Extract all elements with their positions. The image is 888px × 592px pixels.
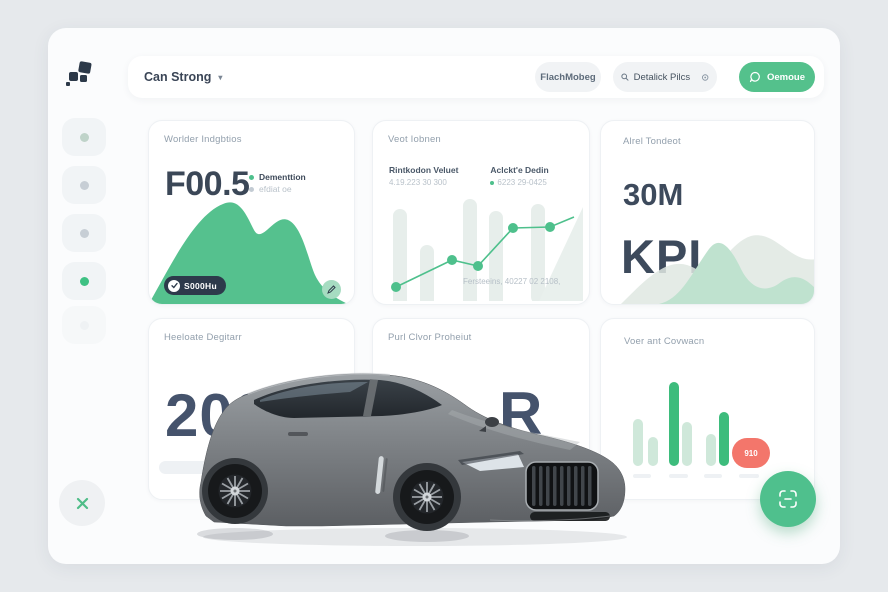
line-point [545, 222, 555, 232]
bar [682, 422, 692, 466]
pen-icon [327, 285, 336, 294]
bar-chart [601, 319, 814, 499]
search-box[interactable] [613, 62, 717, 92]
line-point [473, 261, 483, 271]
stat-label: Aclckt'e Dedin [490, 165, 549, 175]
legend-label: Dementtion [259, 172, 306, 182]
stat-value-text: 6223 29-0425 [497, 178, 547, 187]
card-insights: Worlder Indgbtios F00.5 Dementtion efdia… [148, 120, 355, 305]
legend-dot-icon [249, 186, 254, 192]
chip-label: S000Hu [184, 280, 217, 291]
line-chart [391, 199, 583, 301]
card-title: Voer ant Covwacn [624, 336, 705, 347]
legend: Dementtion efdiat oe [249, 171, 306, 195]
card-profile: Purl Clvor Proheiut R [372, 318, 590, 500]
stat-value: 4.19.223 30 300 [389, 178, 447, 187]
card-title: Alrel Tondeot [623, 136, 681, 147]
alert-badge-value: 910 [744, 448, 758, 458]
fab-button[interactable] [760, 471, 816, 527]
chip-check-icon [168, 279, 180, 292]
profile-value: R [499, 380, 544, 447]
demo-cta-button[interactable]: Oemoue [739, 62, 815, 92]
line-point [508, 223, 518, 233]
bar [669, 382, 679, 466]
legend-dot-icon [249, 174, 254, 180]
close-icon [76, 497, 88, 509]
app-logo-icon[interactable] [64, 60, 96, 88]
stat-value: 6223 29-0425 [490, 178, 548, 187]
green-dot-icon [490, 180, 495, 185]
edit-button[interactable] [322, 280, 341, 299]
axis-tick [704, 474, 722, 478]
card-trend: Veot Iobnen Rintkodon Veluet 4.19.223 30… [372, 120, 590, 305]
location-icon[interactable] [701, 72, 709, 83]
demo-cta-label: Oemoue [766, 71, 805, 83]
stat-group: Rintkodon Veluet 4.19.223 30 300 Aclckt'… [389, 165, 549, 187]
bar [706, 434, 716, 466]
stat-item: Rintkodon Veluet 4.19.223 30 300 [389, 165, 458, 187]
nav-dot-icon [79, 180, 89, 190]
card-title: Veot Iobnen [388, 134, 441, 145]
close-button[interactable] [59, 480, 105, 526]
axis-tick [739, 474, 759, 478]
card-kpi: Alrel Tondeot 30M KPI [600, 120, 815, 305]
sidebar-item-4-active[interactable] [62, 262, 106, 300]
metric-value: 200 [165, 382, 269, 449]
mountains-illustration [621, 235, 814, 304]
card-title: Heeloate Degitarr [164, 332, 242, 343]
bar [648, 437, 658, 466]
search-icon [621, 73, 629, 81]
sidebar-item-3[interactable] [62, 214, 106, 252]
chevron-down-icon: ▾ [218, 72, 223, 82]
nav-dot-icon [79, 320, 89, 330]
nav-dot-icon [79, 276, 89, 286]
sidebar-item-1[interactable] [62, 118, 106, 156]
line-point [391, 282, 401, 292]
nav-pill-label: FlachMobeg [540, 71, 596, 83]
workspace-dropdown[interactable]: Can Strong ▾ [144, 56, 222, 98]
bar [633, 419, 643, 466]
sidebar-item-5[interactable] [62, 306, 106, 344]
sidebar-item-2[interactable] [62, 166, 106, 204]
card-metric: Heeloate Degitarr 200 [148, 318, 355, 500]
search-input[interactable] [633, 71, 696, 83]
chart-footnote: Fersteeins, 40227 02 2108, [463, 277, 561, 286]
kpi-value: 30M [623, 177, 684, 212]
top-bar: Can Strong ▾ FlachMobeg Oemoue [128, 56, 824, 98]
card-title: Worlder Indgbtios [164, 134, 242, 145]
bar [719, 412, 729, 466]
page-title: Can Strong [144, 70, 212, 84]
stat-item: Aclckt'e Dedin 6223 29-0425 [490, 165, 549, 187]
scan-icon [779, 490, 797, 508]
axis-tick [669, 474, 688, 478]
insights-value: F00.5 [165, 165, 250, 203]
axis-tick [633, 474, 651, 478]
chat-bubble-icon [749, 71, 760, 83]
placeholder-bar [159, 461, 311, 474]
legend-label: efdiat oe [259, 184, 292, 194]
card-activity: Voer ant Covwacn 910 [600, 318, 815, 500]
stat-label: Rintkodon Veluet [389, 165, 459, 175]
value-chip: S000Hu [164, 276, 226, 295]
nav-dot-icon [79, 132, 89, 142]
line-point [447, 255, 457, 265]
card-title: Purl Clvor Proheiut [388, 332, 472, 343]
nav-dot-icon [79, 228, 89, 238]
alert-badge: 910 [732, 438, 770, 468]
nav-pill-button[interactable]: FlachMobeg [535, 62, 601, 92]
